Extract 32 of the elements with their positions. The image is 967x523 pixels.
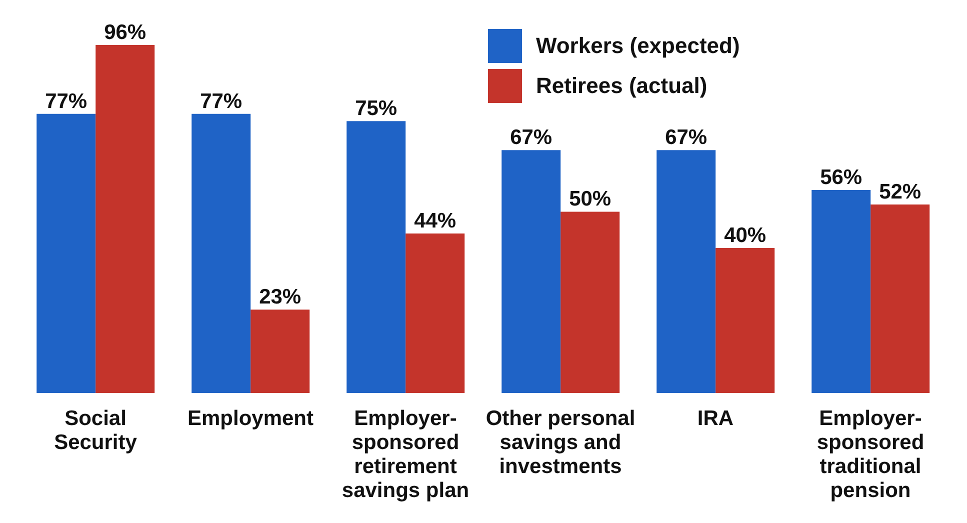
- bar: [502, 150, 561, 393]
- bar: [192, 114, 251, 393]
- x-tick-label: Employer-sponsored retirement savings plan: [342, 407, 470, 502]
- data-label: 40%: [724, 224, 766, 247]
- data-label: 67%: [665, 126, 708, 150]
- data-label: 96%: [104, 20, 146, 44]
- x-tick-label: Employer-sponsored traditional pension: [816, 407, 924, 502]
- data-label: 44%: [414, 209, 456, 232]
- data-label: 77%: [200, 90, 242, 113]
- bar: [870, 204, 930, 393]
- bar: [250, 310, 310, 393]
- legend-label: Workers (expected): [536, 33, 740, 59]
- x-tick-label: Social Security: [54, 407, 138, 454]
- bar: [346, 121, 406, 393]
- legend-label: Retirees (actual): [536, 73, 708, 99]
- data-label: 50%: [569, 188, 612, 211]
- bar: [96, 44, 155, 393]
- data-label: 77%: [45, 90, 88, 113]
- data-label: 67%: [510, 126, 552, 150]
- bar: [406, 233, 465, 393]
- bar: [812, 190, 871, 393]
- x-tick-label: Employment: [187, 407, 314, 430]
- data-label: 23%: [259, 286, 302, 309]
- data-label: 75%: [355, 97, 398, 120]
- x-tick-label: Other personal savings and investments: [486, 407, 636, 478]
- x-tick-label: IRA: [697, 407, 734, 430]
- data-label: 56%: [820, 166, 862, 189]
- bar: [36, 114, 96, 393]
- data-label: 52%: [879, 180, 922, 204]
- bar: [560, 212, 620, 393]
- bar: [656, 150, 716, 393]
- bar: [716, 248, 775, 393]
